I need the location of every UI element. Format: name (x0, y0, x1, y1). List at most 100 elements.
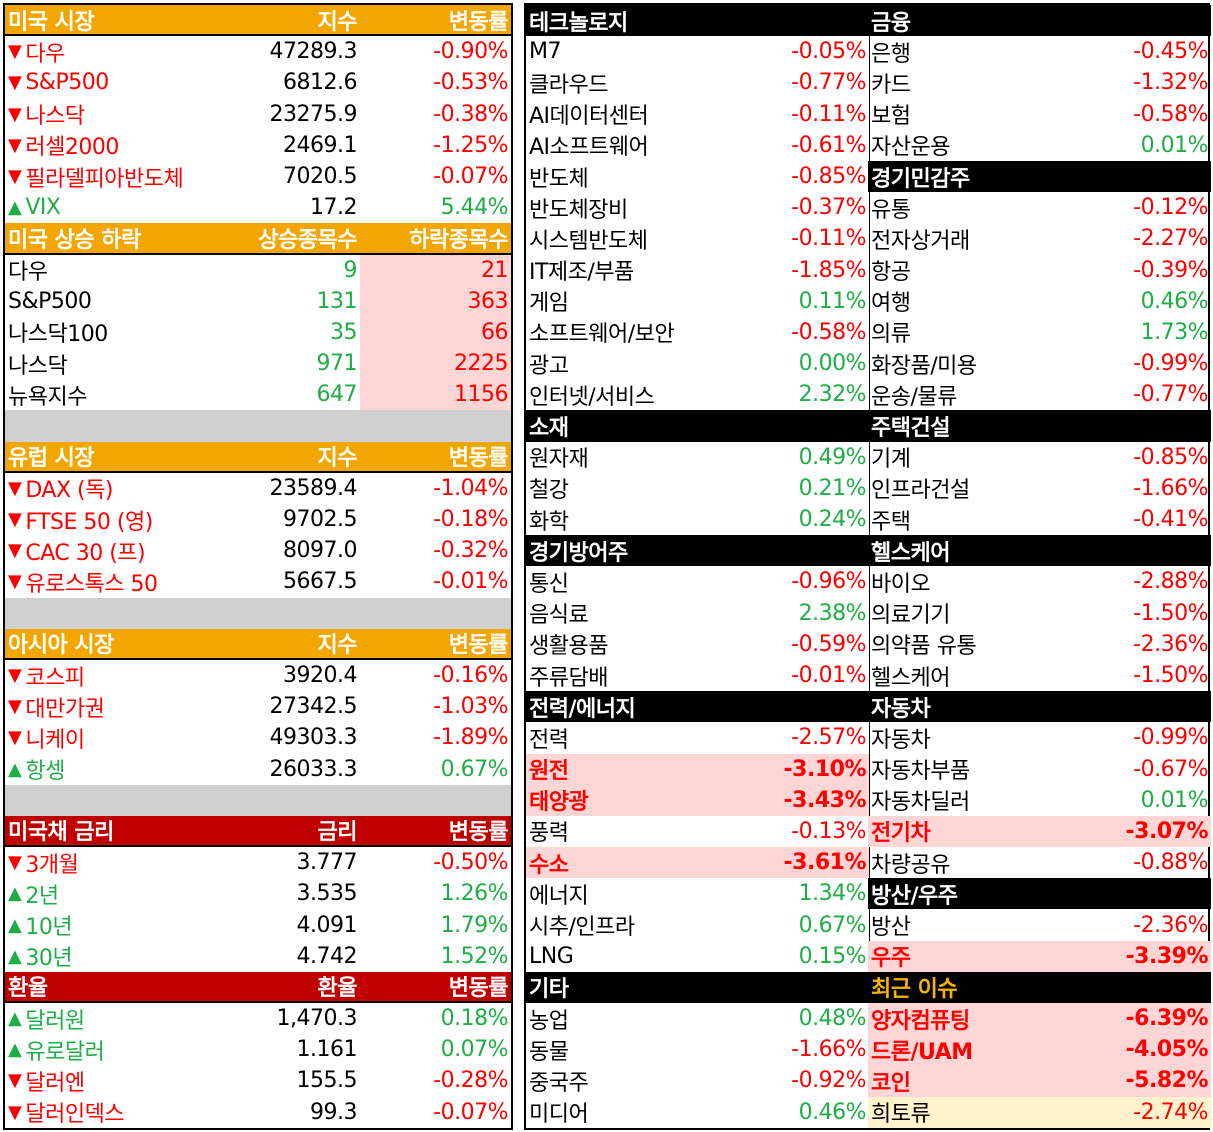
sector-row[interactable]: M7 -0.05% (526, 36, 869, 67)
sector-row[interactable]: 생활용품 -0.59% (526, 629, 869, 660)
us_breadth-col-up: 상승종목수 (258, 227, 357, 253)
table-row[interactable]: ▼ 러셀2000 2469.1 -1.25% (5, 130, 511, 161)
table-row[interactable]: ▼ 달러인덱스 99.3 -0.07% (5, 1097, 511, 1128)
sector-row[interactable]: 우주 -3.39% (868, 940, 1211, 972)
sector-row[interactable]: 의류 1.73% (868, 317, 1211, 348)
sector-row[interactable]: 양자컴퓨팅 -6.39% (868, 1003, 1211, 1035)
sector-row[interactable]: 통신 -0.96% (526, 566, 869, 597)
sector-row[interactable]: 미디어 0.46% (526, 1097, 869, 1128)
sector-row[interactable]: 자동차 -0.99% (868, 722, 1211, 753)
table-row[interactable]: ▼ 니케이 49303.3 -1.89% (5, 722, 511, 753)
sector-row[interactable]: IT제조/부품 -1.85% (526, 255, 869, 286)
table-row[interactable]: ▲ 달러원 1,470.3 0.18% (5, 1003, 511, 1034)
table-row[interactable]: 나스닥 971 2225 (5, 348, 511, 380)
table-row[interactable]: 다우 9 21 (5, 254, 511, 286)
sector-row[interactable]: 철강 0.21% (526, 473, 869, 504)
sector-row[interactable]: 운송/물류 -0.77% (868, 379, 1211, 410)
sector-row[interactable]: 시스템반도체 -0.11% (526, 223, 869, 254)
sector-row[interactable]: 자동차딜러 0.01% (868, 785, 1211, 816)
table-row[interactable]: ▼ S&P500 6812.6 -0.53% (5, 67, 511, 98)
sector-row[interactable]: 인터넷/서비스 2.32% (526, 379, 869, 410)
table-row[interactable]: ▼ DAX (독) 23589.4 -1.04% (5, 473, 511, 504)
sector-row[interactable]: 광고 0.00% (526, 348, 869, 379)
sector-row[interactable]: 여행 0.46% (868, 286, 1211, 317)
sector-name: 드론/UAM (871, 1039, 973, 1065)
table-row[interactable]: ▲ 10년 4.091 1.79% (5, 909, 511, 941)
sector-row[interactable]: 원자재 0.49% (526, 442, 869, 473)
sector-row[interactable]: 차량공유 -0.88% (868, 847, 1211, 878)
sector-row[interactable]: 기계 -0.85% (868, 442, 1211, 473)
sector-row[interactable]: 희토류 -2.74% (868, 1096, 1211, 1128)
table-row[interactable]: ▼ 달러엔 155.5 -0.28% (5, 1065, 511, 1096)
sector-row[interactable]: 주택 -0.41% (868, 504, 1211, 535)
sector-row[interactable]: 보험 -0.58% (868, 99, 1211, 130)
table-row[interactable]: ▲ 30년 4.742 1.52% (5, 941, 511, 972)
sector-row[interactable]: 인프라건설 -1.66% (868, 473, 1211, 504)
sector-row[interactable]: 주류담배 -0.01% (526, 660, 869, 691)
sector-row[interactable]: 소프트웨어/보안 -0.58% (526, 317, 869, 348)
sector-row[interactable]: 전기차 -3.07% (868, 815, 1211, 848)
sector-row[interactable]: 드론/UAM -4.05% (868, 1034, 1211, 1066)
sector-row[interactable]: 자산운용 0.01% (868, 130, 1211, 161)
sector-row[interactable]: 헬스케어 -1.50% (868, 660, 1211, 691)
sector-row[interactable]: 카드 -1.32% (868, 67, 1211, 98)
sector-row[interactable]: 원전 -3.10% (526, 753, 869, 785)
row-change: -1.25% (433, 132, 508, 158)
sector-row[interactable]: 전력 -2.57% (526, 722, 869, 753)
row-name-cell: ▲ 10년 (5, 909, 255, 941)
table-row[interactable]: ▼ 다우 47289.3 -0.90% (5, 36, 511, 67)
sector-row[interactable]: 반도체 -0.85% (526, 161, 869, 192)
sector-row[interactable]: 에너지 1.34% (526, 878, 869, 909)
sector-row[interactable]: 음식료 2.38% (526, 598, 869, 629)
table-row[interactable]: ▲ VIX 17.2 5.44% (5, 192, 511, 223)
table-row[interactable]: ▼ 3개월 3.777 -0.50% (5, 847, 511, 878)
sector-row[interactable]: 중국주 -0.92% (526, 1065, 869, 1096)
sector-row[interactable]: 태양광 -3.43% (526, 784, 869, 816)
sector-row[interactable]: 방산 -2.36% (868, 909, 1211, 941)
sector-row[interactable]: 농업 0.48% (526, 1003, 869, 1034)
table-row[interactable]: ▼ 코스피 3920.4 -0.16% (5, 660, 511, 691)
table-row[interactable]: ▲ 2년 3.535 1.26% (5, 878, 511, 909)
sector-row[interactable]: 풍력 -0.13% (526, 816, 869, 847)
sector-row[interactable]: 게임 0.11% (526, 286, 869, 317)
table-row[interactable]: ▼ 대만가권 27342.5 -1.03% (5, 691, 511, 722)
sector-row[interactable]: 클라우드 -0.77% (526, 67, 869, 98)
table-row[interactable]: 뉴욕지수 647 1156 (5, 379, 511, 411)
table-row[interactable]: ▼ 유로스톡스 50 5667.5 -0.01% (5, 566, 511, 597)
sector-row[interactable]: 코인 -5.82% (868, 1065, 1211, 1097)
sector-row[interactable]: 의료기기 -1.50% (868, 598, 1211, 629)
sector-name: 화장품/미용 (871, 353, 977, 379)
sector-change: -1.50% (1133, 663, 1208, 689)
sector-row[interactable]: 화학 0.24% (526, 504, 869, 535)
sector-row[interactable]: 은행 -0.45% (868, 36, 1211, 67)
sector-row[interactable]: 수소 -3.61% (526, 847, 869, 879)
table-row[interactable]: ▼ CAC 30 (프) 8097.0 -0.32% (5, 535, 511, 566)
sector-row[interactable]: LNG 0.15% (526, 941, 869, 972)
table-row[interactable]: 나스닥100 35 66 (5, 316, 511, 349)
sector-row[interactable]: 자동차부품 -0.67% (868, 754, 1211, 785)
table-row[interactable]: ▼ FTSE 50 (영) 9702.5 -0.18% (5, 504, 511, 535)
sector-row[interactable]: 화장품/미용 -0.99% (868, 348, 1211, 379)
sector-row[interactable]: 항공 -0.39% (868, 255, 1211, 286)
sector-change: 2.32% (798, 382, 867, 408)
row-name: 유로스톡스 50 (25, 571, 158, 597)
table-row[interactable]: S&P500 131 363 (5, 285, 511, 317)
sector-row[interactable]: 의약품 유통 -2.36% (868, 629, 1211, 660)
table-row[interactable]: ▼ 필라델피아반도체 7020.5 -0.07% (5, 161, 511, 192)
table-row[interactable]: ▲ 항셍 26033.3 0.67% (5, 754, 511, 785)
row-name-cell: ▲ 30년 (5, 941, 255, 972)
sector-row[interactable]: AI소프트웨어 -0.61% (526, 130, 869, 161)
sector-row[interactable]: 유통 -0.12% (868, 192, 1211, 223)
sector-row[interactable]: 동물 -1.66% (526, 1034, 869, 1065)
sector-row[interactable]: 전자상거래 -2.27% (868, 223, 1211, 254)
sector-row[interactable]: AI데이터센터 -0.11% (526, 99, 869, 130)
table-row[interactable]: ▼ 나스닥 23275.9 -0.38% (5, 99, 511, 130)
table-row[interactable]: ▲ 유로달러 1.161 0.07% (5, 1034, 511, 1065)
sector-row[interactable]: 반도체장비 -0.37% (526, 192, 869, 223)
row-advancers: 131 (316, 288, 358, 314)
sector-name: 화학 (529, 509, 569, 535)
sector-row[interactable]: 시추/인프라 0.67% (526, 909, 869, 941)
sector-row[interactable]: 바이오 -2.88% (868, 566, 1211, 597)
row-name: 3개월 (25, 852, 79, 878)
sector-change: -0.05% (791, 39, 866, 65)
